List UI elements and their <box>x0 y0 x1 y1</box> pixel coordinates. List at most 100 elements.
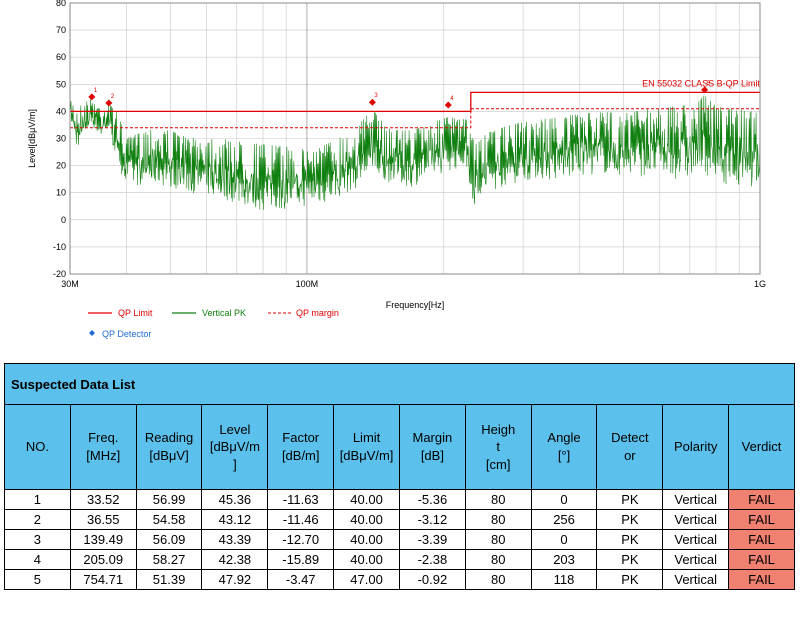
cell-verdict: FAIL <box>728 509 795 530</box>
column-header-text: Margin <box>412 430 453 446</box>
cell-reading: 51.39 <box>135 569 203 590</box>
column-header-polarity: Polarity <box>662 404 730 490</box>
limit-lines-group: EN 55032 CLASS B-QP Limit <box>70 78 760 129</box>
cell-detector: PK <box>596 549 664 570</box>
column-header-freq: Freq. [MHz] <box>69 404 137 490</box>
cell-reading: 58.27 <box>135 549 203 570</box>
column-header-text: Polarity <box>674 439 718 455</box>
cell-freq: 33.52 <box>69 489 137 510</box>
qp-detector-marker <box>88 93 96 101</box>
x-tick-label: 1G <box>754 279 766 289</box>
cell-margin: -3.39 <box>398 529 466 550</box>
column-header-text: ] <box>233 456 237 472</box>
cell-level: 43.12 <box>201 509 269 530</box>
column-header-text: [dBμV] <box>149 448 189 463</box>
table-row: 2 36.55 54.58 43.12 -11.46 40.00 -3.12 80 256 PK V… <box>4 509 795 530</box>
cell-angle: 0 <box>530 489 598 510</box>
column-header-text: Detect <box>611 430 649 446</box>
legend-label-vertical-pk: Vertical PK <box>202 308 246 318</box>
cell-limit: 40.00 <box>333 549 400 570</box>
cell-polarity: Vertical <box>662 549 730 570</box>
trace-group <box>69 95 761 210</box>
cell-height: 80 <box>464 509 532 530</box>
column-header-text: [dBμV/m <box>209 439 260 455</box>
legend: QP Limit Vertical PK QP margin QP Detector <box>88 308 339 339</box>
y-tick-label: 80 <box>56 0 66 8</box>
column-header-level: Level [dBμV/m] <box>201 404 269 490</box>
vertical-pk-trace <box>69 95 761 210</box>
cell-limit: 47.00 <box>333 569 400 590</box>
suspected-data-table: Suspected Data List NO. Freq. [MHz] Reading… <box>4 363 795 590</box>
y-tick-label: 60 <box>56 52 66 62</box>
suspected-data-table-container: Suspected Data List NO. Freq. [MHz] Reading… <box>4 363 795 590</box>
column-header-text: [dB] <box>420 448 444 463</box>
qp-detector-marker <box>444 101 452 109</box>
qp-detector-label: 4 <box>450 96 454 102</box>
cell-factor: -12.70 <box>267 529 335 550</box>
cell-factor: -3.47 <box>267 569 335 590</box>
qp-detector-label: 5 <box>707 81 711 87</box>
cell-polarity: Vertical <box>662 509 730 530</box>
y-tick-label: -20 <box>53 269 66 279</box>
cell-no: 3 <box>4 529 71 550</box>
column-header-text: Level <box>219 421 251 437</box>
limit-label: EN 55032 CLASS B-QP Limit <box>642 78 760 88</box>
column-header-text: or <box>624 448 636 463</box>
table-title-row: Suspected Data List <box>4 363 795 405</box>
table-title: Suspected Data List <box>4 363 795 405</box>
cell-verdict: FAIL <box>728 529 795 550</box>
table-row: 3 139.49 56.09 43.39 -12.70 40.00 -3.39 80 0 PK Ve… <box>4 529 795 550</box>
column-header-no: NO. <box>4 404 71 490</box>
cell-height: 80 <box>464 569 532 590</box>
column-header-verdict: Verdict <box>728 404 795 490</box>
cell-polarity: Vertical <box>662 489 730 510</box>
cell-limit: 40.00 <box>333 509 400 530</box>
cell-reading: 54.58 <box>135 509 203 530</box>
cell-reading: 56.09 <box>135 529 203 550</box>
plot-frame <box>69 2 761 275</box>
cell-verdict: FAIL <box>728 549 795 570</box>
x-tick-label: 100M <box>296 279 319 289</box>
axes-group: -20 -10 0 10 20 30 40 50 60 70 80 30M 100M 1G Level[dB… <box>27 0 766 310</box>
cell-freq: 139.49 <box>69 529 137 550</box>
x-tick-label: 30M <box>61 279 79 289</box>
cell-angle: 256 <box>530 509 598 530</box>
cell-margin: -2.38 <box>398 549 466 570</box>
cell-no: 1 <box>4 489 71 510</box>
column-header-text: [cm] <box>485 456 511 472</box>
x-axis-title: Frequency[Hz] <box>386 300 445 310</box>
cell-limit: 40.00 <box>333 529 400 550</box>
cell-angle: 0 <box>530 529 598 550</box>
column-header-text: t <box>496 439 501 455</box>
column-header-text: NO. <box>25 439 49 455</box>
cell-freq: 36.55 <box>69 509 137 530</box>
y-tick-label: -10 <box>53 242 66 252</box>
cell-freq: 754.71 <box>69 569 137 590</box>
column-header-text: Limit <box>352 430 381 446</box>
table-row: 4 205.09 58.27 42.38 -15.89 40.00 -2.38 80 203 PK… <box>4 549 795 570</box>
detector-markers-group: 1 2 3 4 5 <box>88 81 711 109</box>
y-tick-label: 50 <box>56 79 66 89</box>
column-header-detector: Detect or <box>596 404 664 490</box>
cell-detector: PK <box>596 489 664 510</box>
y-axis-title: Level[dBμV/m] <box>27 109 37 168</box>
column-header-text: Angle <box>547 430 581 446</box>
column-header-limit: Limit [dBμV/m] <box>333 404 400 490</box>
column-header-text: Reading <box>144 430 194 446</box>
cell-limit: 40.00 <box>333 489 400 510</box>
table-row: 5 754.71 51.39 47.92 -3.47 47.00 -0.92 80 118 PK V… <box>4 569 795 590</box>
y-tick-label: 70 <box>56 25 66 35</box>
qp-margin-line <box>70 108 760 129</box>
qp-detector-marker <box>368 98 376 106</box>
legend-label-qp-margin: QP margin <box>296 308 339 318</box>
cell-freq: 205.09 <box>69 549 137 570</box>
column-header-reading: Reading [dBμV] <box>135 404 203 490</box>
cell-polarity: Vertical <box>662 569 730 590</box>
y-tick-label: 20 <box>56 161 66 171</box>
cell-height: 80 <box>464 489 532 510</box>
cell-margin: -3.12 <box>398 509 466 530</box>
cell-level: 43.39 <box>201 529 269 550</box>
cell-no: 5 <box>4 569 71 590</box>
column-header-angle: Angle [°] <box>530 404 598 490</box>
y-tick-label: 0 <box>61 215 66 225</box>
